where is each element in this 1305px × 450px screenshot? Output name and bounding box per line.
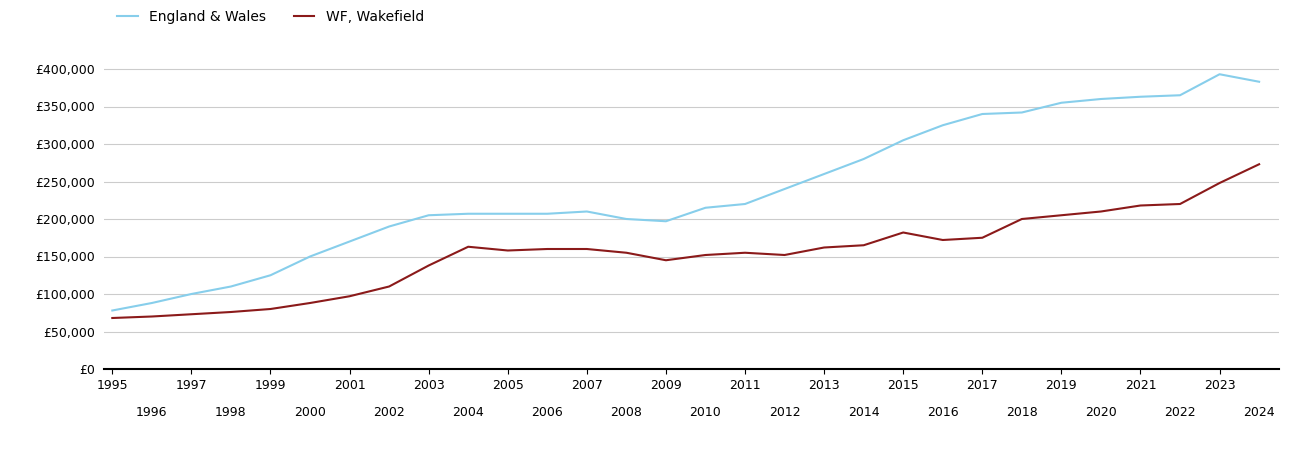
England & Wales — [539, 211, 555, 216]
WF, Wakefield — [461, 244, 476, 249]
WF, Wakefield — [381, 284, 397, 289]
WF, Wakefield — [934, 237, 950, 243]
England & Wales — [223, 284, 239, 289]
WF, Wakefield — [262, 306, 278, 312]
England & Wales — [776, 186, 792, 192]
WF, Wakefield — [184, 311, 200, 317]
England & Wales — [500, 211, 515, 216]
WF, Wakefield — [1251, 162, 1267, 167]
England & Wales — [144, 300, 159, 306]
WF, Wakefield — [619, 250, 634, 256]
England & Wales — [856, 156, 872, 162]
England & Wales — [262, 273, 278, 278]
Line: England & Wales: England & Wales — [112, 74, 1259, 310]
WF, Wakefield — [579, 246, 595, 252]
England & Wales — [104, 308, 120, 313]
England & Wales — [1212, 72, 1228, 77]
WF, Wakefield — [658, 257, 673, 263]
England & Wales — [184, 291, 200, 297]
WF, Wakefield — [342, 293, 358, 299]
WF, Wakefield — [500, 248, 515, 253]
England & Wales — [1172, 93, 1188, 98]
England & Wales — [1094, 96, 1109, 102]
WF, Wakefield — [776, 252, 792, 258]
England & Wales — [461, 211, 476, 216]
England & Wales — [698, 205, 714, 211]
England & Wales — [342, 239, 358, 244]
WF, Wakefield — [817, 245, 833, 250]
England & Wales — [381, 224, 397, 229]
WF, Wakefield — [1212, 180, 1228, 186]
Line: WF, Wakefield: WF, Wakefield — [112, 164, 1259, 318]
WF, Wakefield — [539, 246, 555, 252]
WF, Wakefield — [1014, 216, 1030, 222]
England & Wales — [1133, 94, 1148, 99]
WF, Wakefield — [1172, 201, 1188, 207]
WF, Wakefield — [975, 235, 990, 240]
WF, Wakefield — [895, 230, 911, 235]
WF, Wakefield — [698, 252, 714, 258]
England & Wales — [1053, 100, 1069, 105]
England & Wales — [1251, 79, 1267, 85]
England & Wales — [817, 171, 833, 177]
England & Wales — [975, 111, 990, 117]
England & Wales — [579, 209, 595, 214]
England & Wales — [658, 219, 673, 224]
England & Wales — [1014, 110, 1030, 115]
WF, Wakefield — [303, 300, 318, 306]
WF, Wakefield — [1094, 209, 1109, 214]
England & Wales — [303, 254, 318, 259]
England & Wales — [420, 212, 436, 218]
WF, Wakefield — [420, 263, 436, 268]
England & Wales — [934, 122, 950, 128]
WF, Wakefield — [1053, 212, 1069, 218]
Legend: England & Wales, WF, Wakefield: England & Wales, WF, Wakefield — [111, 4, 429, 29]
WF, Wakefield — [144, 314, 159, 319]
England & Wales — [895, 138, 911, 143]
WF, Wakefield — [737, 250, 753, 256]
WF, Wakefield — [1133, 203, 1148, 208]
England & Wales — [619, 216, 634, 222]
WF, Wakefield — [856, 243, 872, 248]
England & Wales — [737, 201, 753, 207]
WF, Wakefield — [104, 315, 120, 321]
WF, Wakefield — [223, 309, 239, 315]
